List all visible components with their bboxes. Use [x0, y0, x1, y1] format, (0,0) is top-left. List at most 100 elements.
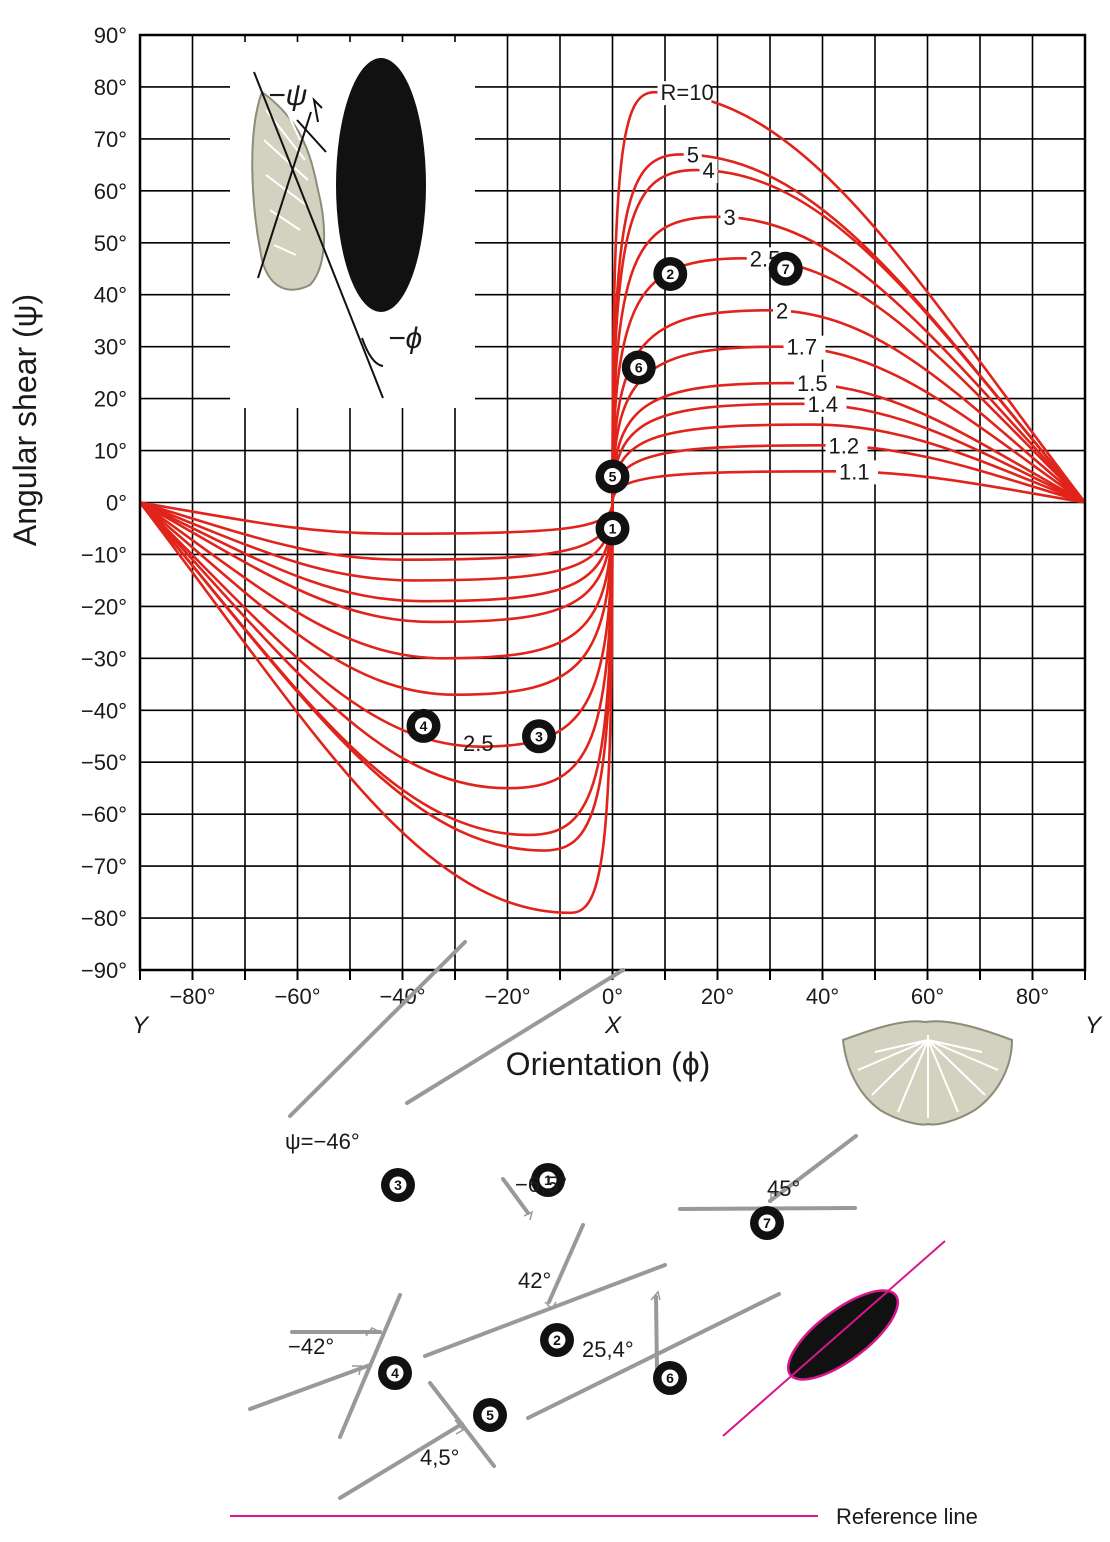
lower-curve-label: 2.5 — [463, 731, 494, 756]
svg-text:3: 3 — [394, 1177, 402, 1193]
x-tick-label: −20° — [484, 984, 530, 1009]
curve-line — [611, 444, 1085, 504]
curve-label-bg — [699, 159, 718, 184]
curve-label-bg — [720, 205, 739, 230]
curve-label: R=10 — [661, 80, 714, 105]
svg-text:7: 7 — [782, 261, 790, 277]
schematic-marker: 2 — [540, 1323, 574, 1357]
schematic-marker: 3 — [381, 1168, 415, 1202]
svg-text:7: 7 — [763, 1215, 771, 1231]
x-tick-label: −60° — [274, 984, 320, 1009]
y-tick-label: −80° — [81, 906, 127, 931]
curve-label-bg — [836, 460, 878, 485]
inset-lines — [253, 71, 384, 399]
inset-panel: −ψ −ϕ — [230, 42, 475, 408]
x-tick-label: 20° — [701, 984, 734, 1009]
angle-label-3: 45° — [767, 1176, 800, 1201]
curve-label-bg — [657, 81, 712, 106]
curve-line-mirror — [140, 501, 614, 915]
curve-label-bg — [825, 434, 868, 459]
angle-label-2: −6,5° — [515, 1172, 567, 1197]
curve-line — [611, 423, 1085, 504]
inset-ellipse-icon — [336, 58, 426, 312]
svg-text:4: 4 — [420, 718, 428, 734]
curve-label: 2 — [776, 298, 788, 323]
x-axis-tick-labels: −80° −60° −40° −20° 0° 20° 40° 60° 80° — [169, 984, 1049, 1009]
y-tick-label: 80° — [94, 75, 127, 100]
curve-line-mirror — [140, 501, 614, 624]
curve-line-mirror — [140, 501, 614, 582]
curve-label: 1.1 — [839, 459, 870, 484]
y-tick-label: −90° — [81, 958, 127, 983]
schematic-markers: 3 1 7 2 4 5 6 — [378, 1163, 784, 1432]
point-marker: 6 — [621, 350, 656, 385]
svg-text:3: 3 — [535, 728, 543, 744]
y-tick-label: −60° — [81, 802, 127, 827]
data-points: 1 2 3 4 5 6 7 — [406, 251, 803, 754]
x-letter-right: Y — [1085, 1012, 1103, 1039]
schematic-marker: 5 — [473, 1398, 507, 1432]
fossil-bottom-icon — [841, 1020, 1014, 1126]
curve-label-bg — [773, 299, 791, 324]
curve-label: 1.2 — [829, 433, 860, 458]
reference-ellipse — [722, 1240, 946, 1437]
y-tick-label: −10° — [81, 542, 127, 567]
schematic-lines — [248, 940, 858, 1500]
y-tick-label: 20° — [94, 387, 127, 412]
y-tick-label: −20° — [81, 594, 127, 619]
axes — [138, 33, 1087, 980]
svg-text:6: 6 — [635, 359, 643, 375]
curve-label-bg — [794, 372, 836, 397]
x-tick-label: 40° — [806, 984, 839, 1009]
curve-line-mirror — [140, 501, 614, 790]
schematic-marker: 4 — [378, 1356, 412, 1390]
curve-label-bg — [683, 143, 702, 168]
curve-label-bg — [804, 392, 847, 417]
y-tick-label: 0° — [106, 491, 127, 516]
curve-line-mirror — [140, 501, 614, 603]
point-marker: 7 — [768, 251, 803, 286]
x-tick-label: 0° — [602, 984, 623, 1009]
svg-text:5: 5 — [486, 1407, 494, 1423]
curve-line-mirror — [140, 501, 614, 748]
svg-text:6: 6 — [666, 1370, 674, 1386]
y-axis-title: Angular shear (ψ) — [7, 294, 43, 546]
y-tick-label: −50° — [81, 750, 127, 775]
curve-line — [611, 470, 1085, 504]
reference-line-label: Reference line — [836, 1504, 978, 1529]
point-marker: 1 — [595, 511, 630, 546]
curve-line-mirror — [140, 501, 614, 696]
inset-psi-label: −ψ — [268, 79, 308, 112]
angle-label-4: 42° — [518, 1268, 551, 1293]
y-tick-label: 40° — [94, 283, 127, 308]
curves-group — [140, 90, 1085, 915]
svg-text:4: 4 — [391, 1365, 399, 1381]
svg-text:5: 5 — [609, 469, 617, 485]
angle-label-7: 4,5° — [420, 1445, 459, 1470]
y-tick-label: 10° — [94, 439, 127, 464]
curve-label: 1.5 — [797, 371, 828, 396]
y-axis-tick-labels: 90° 80° 70° 60° 50° 40° 30° 20° 10° 0° −10° −20° −30… — [81, 23, 127, 983]
y-tick-label: 30° — [94, 335, 127, 360]
curve-label: 1.4 — [808, 392, 839, 417]
y-tick-label: 90° — [94, 23, 127, 48]
inset-phi-label: −ϕ — [388, 322, 422, 355]
point-marker: 3 — [522, 719, 556, 754]
x-tick-label: 80° — [1016, 984, 1049, 1009]
curve-label: 5 — [687, 142, 699, 167]
curve-line — [611, 309, 1085, 504]
y-tick-label: −30° — [81, 646, 127, 671]
x-letter-left: Y — [132, 1012, 150, 1039]
y-tick-label: −40° — [81, 698, 127, 723]
curve-line — [611, 402, 1085, 504]
schematic-marker: 6 — [653, 1361, 687, 1395]
curve-label: 4 — [703, 158, 715, 183]
point-marker: 2 — [653, 256, 688, 291]
schematic-marker: 7 — [750, 1206, 784, 1240]
x-tick-label: 60° — [911, 984, 944, 1009]
point-marker: 5 — [595, 459, 630, 494]
y-tick-label: −70° — [81, 854, 127, 879]
curve-line-mirror — [140, 501, 614, 660]
